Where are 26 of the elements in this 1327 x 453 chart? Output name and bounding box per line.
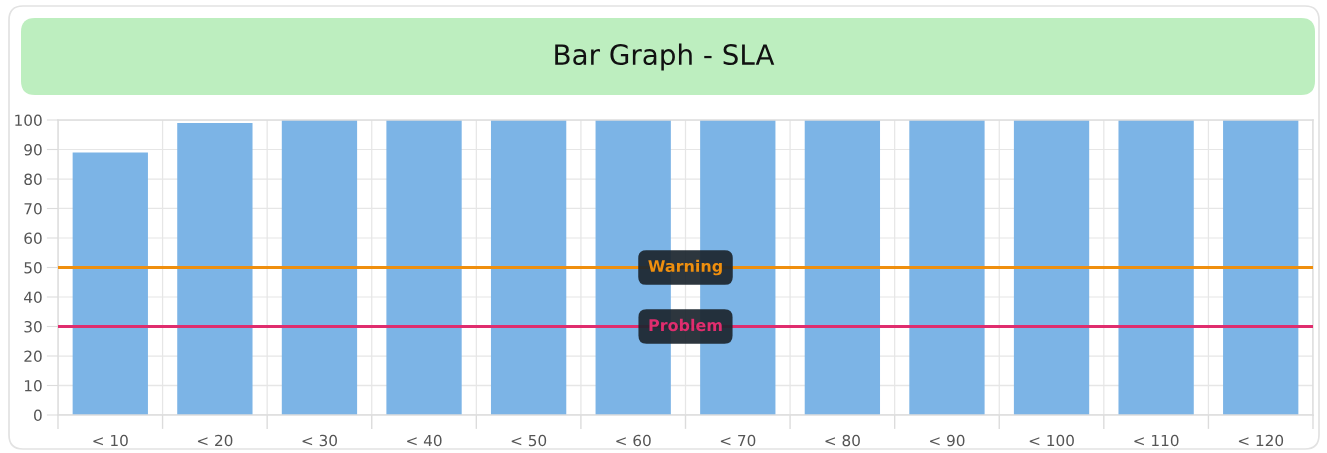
x-tick-label: < 30 — [302, 434, 337, 447]
y-tick-label: 0 — [34, 409, 42, 422]
y-tick-label: 70 — [24, 202, 42, 215]
y-tick-label: 40 — [24, 291, 42, 304]
x-tick-label: < 10 — [93, 434, 128, 447]
x-tick-label: < 90 — [930, 434, 965, 447]
x-tick-label: < 80 — [825, 434, 860, 447]
y-tick-label: 90 — [24, 143, 42, 156]
x-tick-label: < 120 — [1238, 434, 1284, 447]
ref-line-label: Warning — [648, 259, 722, 276]
x-tick-label: < 50 — [511, 434, 547, 447]
ref-line-label: Problem — [649, 318, 722, 332]
x-tick-label: < 60 — [616, 434, 651, 447]
y-tick-label: 100 — [15, 114, 42, 127]
chart-title: Bar Graph - SLA — [555, 43, 775, 71]
y-tick-label: 80 — [24, 173, 42, 186]
x-tick-label: < 70 — [720, 434, 756, 447]
y-tick-label: 20 — [24, 350, 42, 363]
x-tick-label: < 110 — [1134, 434, 1179, 447]
y-tick-label: 60 — [24, 232, 42, 245]
x-tick-label: < 100 — [1029, 434, 1074, 447]
y-tick-label: 30 — [24, 320, 42, 333]
x-tick-label: < 20 — [197, 434, 233, 447]
x-tick-label: < 40 — [407, 434, 442, 447]
y-tick-label: 50 — [24, 261, 42, 274]
y-tick-label: 10 — [24, 379, 42, 392]
